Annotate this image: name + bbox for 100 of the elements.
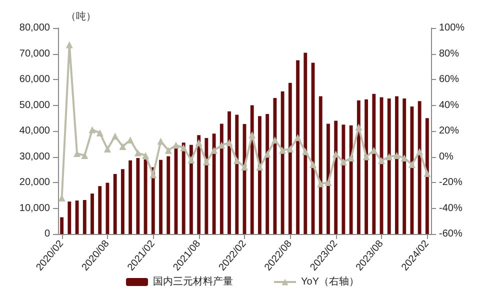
bar	[326, 124, 330, 234]
point	[164, 146, 172, 154]
bar	[68, 202, 72, 234]
point	[386, 153, 393, 160]
bar	[90, 194, 94, 234]
y2-tick-label: 40%	[439, 100, 460, 111]
y-tick-label: 50,000	[19, 100, 50, 111]
bar	[212, 134, 216, 234]
bar	[228, 111, 231, 234]
bar	[349, 125, 353, 234]
bar	[144, 159, 148, 234]
y-tick-label: 30,000	[19, 151, 50, 162]
legend-label: 国内三元材料产量	[153, 276, 234, 288]
y-axis-title: （吨）	[66, 10, 96, 22]
point	[310, 160, 317, 168]
y-tick-label: 10,000	[19, 202, 50, 214]
y2-tick-label: 0%	[439, 151, 454, 162]
bar	[220, 124, 224, 234]
point	[355, 124, 362, 131]
y-tick-label: 0	[44, 228, 50, 240]
point	[408, 160, 416, 168]
point	[416, 148, 424, 156]
y2-tick-label: 100%	[439, 22, 465, 34]
bar	[159, 160, 162, 234]
y2-tick-label: -20%	[439, 177, 462, 188]
y2-tick-label: -60%	[439, 228, 462, 240]
point	[362, 153, 370, 160]
point	[134, 149, 142, 156]
point	[370, 146, 378, 154]
bar	[418, 101, 422, 234]
point	[188, 156, 195, 164]
bar	[280, 91, 284, 234]
point	[264, 150, 271, 158]
bar	[387, 98, 391, 234]
bar	[266, 114, 270, 234]
point	[157, 138, 164, 145]
point	[112, 132, 119, 140]
point	[302, 148, 309, 156]
bar	[60, 217, 64, 234]
point	[104, 146, 111, 153]
bar	[120, 169, 124, 234]
bar	[334, 120, 338, 234]
point	[142, 152, 150, 159]
bar	[296, 60, 300, 234]
point	[81, 152, 88, 159]
point	[248, 131, 256, 138]
bar	[136, 158, 140, 234]
legend-label: YoY（右轴）	[301, 276, 359, 288]
point	[286, 146, 294, 153]
bar	[402, 98, 406, 234]
point	[126, 136, 134, 144]
bar	[395, 96, 398, 234]
bar	[342, 124, 346, 234]
y-tick-label: 80,000	[19, 22, 50, 34]
bar	[304, 52, 308, 234]
point	[88, 126, 96, 134]
y2-tick-label: 20%	[439, 126, 460, 136]
bar	[98, 186, 102, 234]
y-tick-label: 70,000	[19, 48, 50, 60]
point	[271, 136, 278, 144]
bar	[204, 138, 208, 234]
bar	[82, 200, 86, 234]
point	[241, 164, 248, 171]
point	[294, 134, 302, 141]
y2-tick-label: 60%	[439, 74, 460, 85]
point	[218, 142, 226, 149]
point	[119, 142, 126, 150]
point	[180, 144, 188, 152]
point	[332, 150, 340, 158]
bar	[128, 160, 132, 234]
point	[210, 146, 218, 154]
bar	[318, 96, 322, 234]
y-tick-label: 40,000	[19, 126, 50, 136]
bar	[258, 116, 262, 234]
point	[202, 158, 210, 166]
point	[195, 139, 202, 146]
point	[66, 41, 73, 48]
bar	[288, 82, 292, 234]
bar	[356, 100, 360, 234]
bar	[250, 105, 254, 234]
y2-tick-label: 80%	[439, 48, 460, 60]
bar	[166, 156, 170, 234]
point	[348, 154, 355, 162]
bar	[273, 98, 277, 234]
point	[279, 146, 286, 154]
point	[393, 152, 400, 159]
bar	[182, 142, 186, 234]
point	[400, 154, 408, 162]
y-tick-label: 60,000	[19, 74, 50, 85]
bar	[425, 118, 429, 234]
point	[233, 157, 240, 164]
point	[317, 180, 324, 188]
point	[172, 142, 180, 149]
point	[226, 139, 233, 146]
bar	[113, 174, 117, 234]
point	[256, 164, 264, 171]
bar	[235, 114, 239, 234]
bar	[372, 94, 376, 234]
y2-tick-label: -40%	[439, 202, 462, 214]
bar	[364, 99, 368, 234]
